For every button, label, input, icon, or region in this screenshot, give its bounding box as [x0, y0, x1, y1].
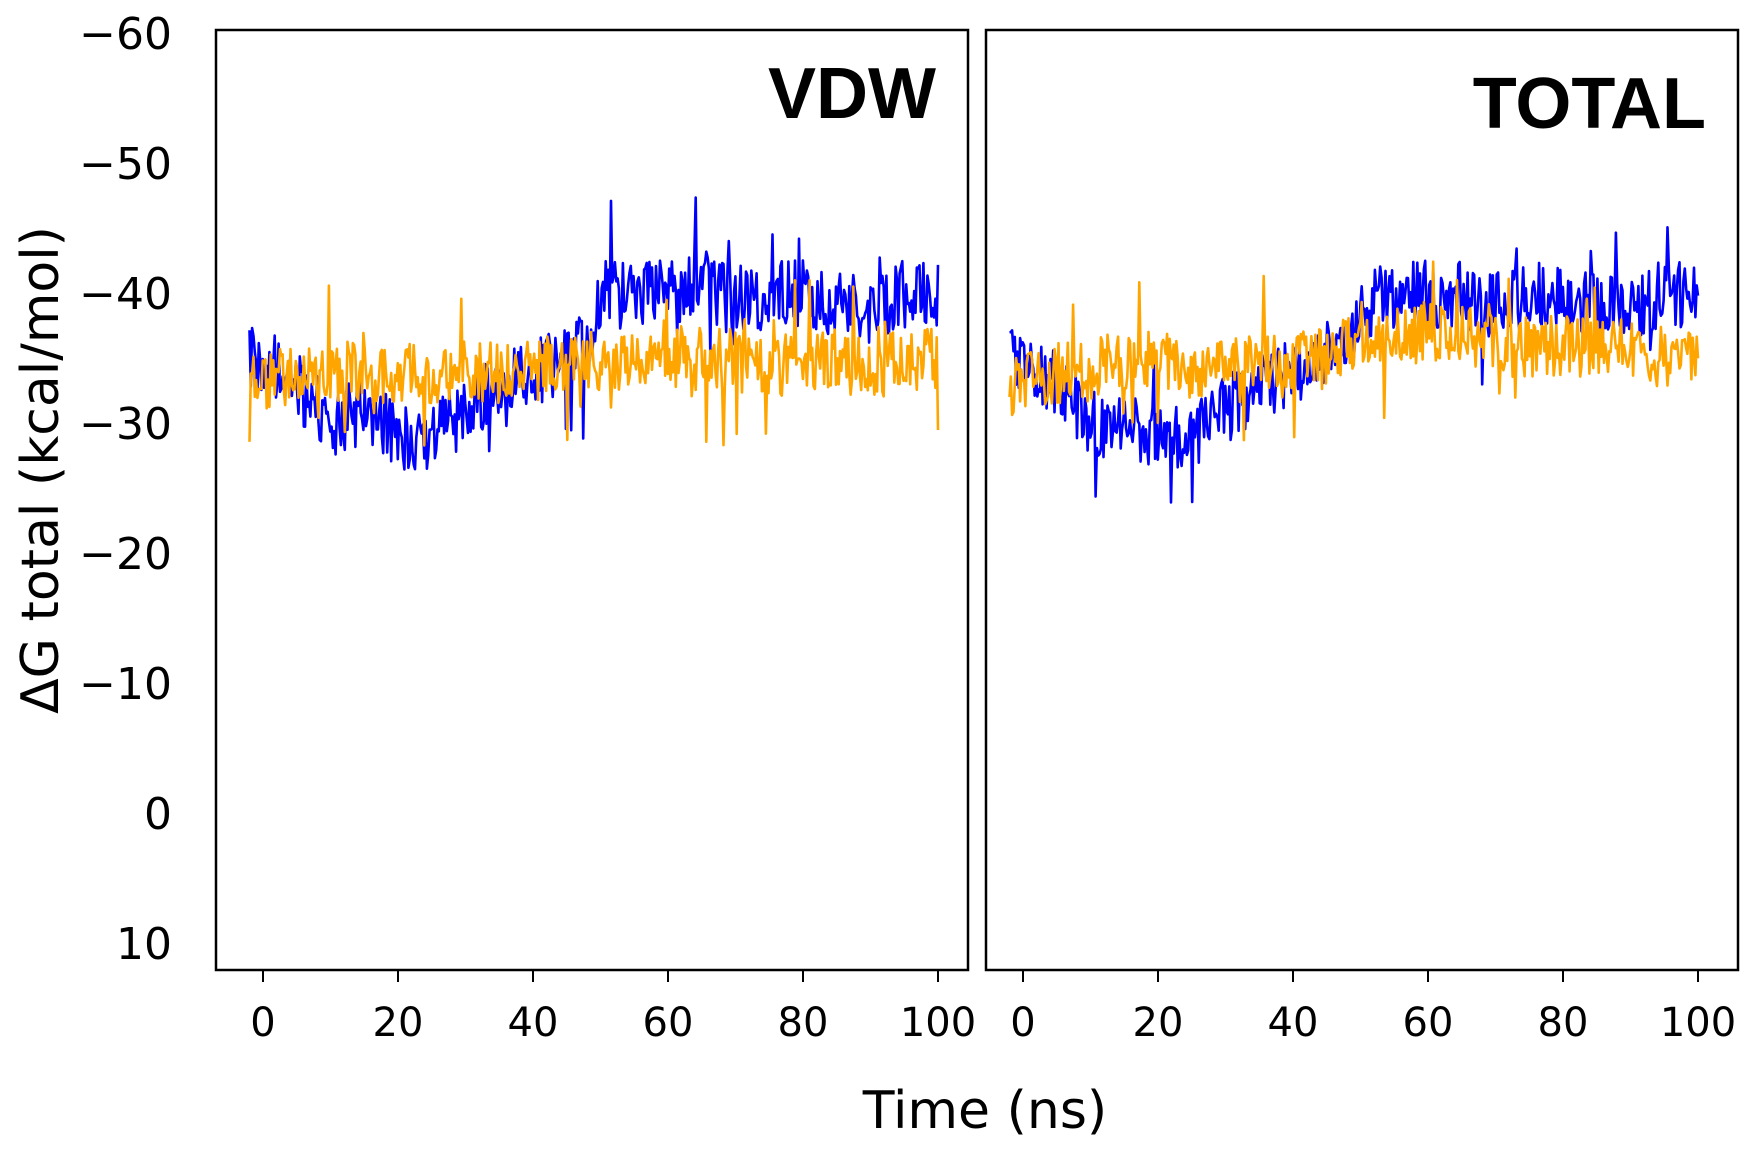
y-tick-label: 10	[116, 919, 172, 970]
series-layer-vdw	[248, 196, 940, 471]
x-axis-vdw: 0 20 40 60 80 100	[250, 970, 976, 1046]
y-tick-label: −10	[79, 659, 172, 710]
panel-vdw: VDW 0 20 40 60 80 100	[214, 28, 976, 1046]
y-tick-label: 0	[144, 789, 172, 840]
y-tick-label: −40	[79, 269, 172, 320]
panel-total: TOTAL 0 20 40 60 80 100	[984, 28, 1740, 1046]
y-axis-title: ΔG total (kcal/mol)	[11, 226, 71, 714]
x-tick-label: 100	[1660, 1000, 1736, 1046]
series-line-orange	[248, 278, 940, 447]
series-line-blue	[248, 196, 940, 471]
series-line-orange	[1008, 260, 1700, 442]
x-tick-label: 100	[900, 1000, 976, 1046]
y-tick-label: −20	[79, 529, 172, 580]
x-tick-label: 80	[778, 1000, 829, 1046]
x-tick-label: 40	[508, 1000, 559, 1046]
y-tick-label: −50	[79, 139, 172, 190]
y-tick-label: −30	[79, 399, 172, 450]
panel-frame-total	[984, 28, 1740, 972]
series-layer-total	[1008, 226, 1700, 504]
x-axis-total: 0 20 40 60 80 100	[1010, 970, 1736, 1046]
y-axis: −60 −50 −40 −30 −20 −10 0 10	[79, 9, 172, 970]
panel-frame-vdw	[214, 28, 970, 972]
x-tick-label: 60	[1403, 1000, 1454, 1046]
x-axis-title: Time (ns)	[862, 1081, 1107, 1141]
x-tick-label: 0	[250, 1000, 275, 1046]
x-tick-label: 20	[1133, 1000, 1184, 1046]
x-tick-label: 0	[1010, 1000, 1035, 1046]
panel-title-vdw: VDW	[768, 54, 936, 134]
panel-title-total: TOTAL	[1473, 64, 1706, 144]
x-tick-label: 60	[643, 1000, 694, 1046]
y-tick-label: −60	[79, 9, 172, 60]
x-tick-label: 40	[1268, 1000, 1319, 1046]
x-tick-label: 80	[1538, 1000, 1589, 1046]
x-tick-label: 20	[373, 1000, 424, 1046]
